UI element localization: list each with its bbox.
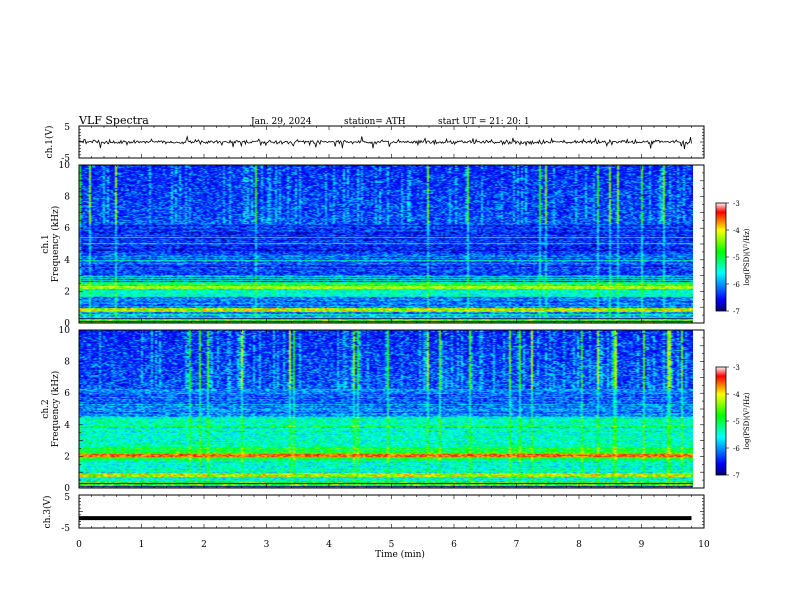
y-tick-label: 6	[64, 389, 70, 399]
ch1-colorbar	[716, 203, 726, 311]
ch1-waveform-panel: 5 -5 ch.1(V)	[44, 123, 705, 164]
colorbar-tick-label: -4	[733, 227, 740, 235]
ch1-spectrogram-channel-label: ch.1	[41, 234, 51, 253]
x-axis-tick-labels: 0 1 2 3 4 5 6 7 8 9 10	[76, 540, 710, 550]
y-tick-label: 4	[64, 256, 70, 266]
figure-title: VLF Spectra	[78, 114, 149, 127]
ch1-ytick-bottom: -5	[61, 154, 70, 164]
x-tick-label: 9	[639, 540, 645, 550]
x-tick-label: 4	[326, 540, 332, 550]
ch1-waveform-ylabel: ch.1(V)	[44, 126, 55, 159]
ch3-waveform-frame	[78, 494, 705, 529]
x-tick-label: 2	[201, 540, 207, 550]
ch1-waveform-frame	[78, 125, 705, 159]
ch1-ytick-top: 5	[64, 123, 70, 133]
x-tick-label: 0	[76, 540, 82, 550]
y-tick-label: 10	[59, 161, 71, 171]
ch2-colorbar-label: log(PSD)(V²/Hz)	[743, 392, 751, 449]
x-axis-label: Time (min)	[375, 549, 425, 560]
colorbar-tick-label: -3	[733, 364, 740, 372]
y-tick-label: 0	[64, 319, 70, 329]
y-tick-label: 2	[64, 287, 70, 297]
colorbar-tick-label: -4	[733, 391, 740, 399]
ch1-spectrogram-ylabel: Frequency (kHz)	[50, 206, 61, 283]
y-tick-label: 8	[64, 193, 70, 203]
date-label: Jan. 29, 2024	[250, 117, 312, 127]
colorbar-tick-label: -5	[733, 418, 740, 426]
ch2-colorbar	[716, 367, 726, 475]
ch3-ytick-bottom: -5	[61, 524, 70, 534]
y-tick-label: 6	[64, 224, 70, 234]
colorbar-tick-label: -7	[733, 308, 740, 316]
x-tick-label: 6	[451, 540, 457, 550]
x-tick-label: 8	[576, 540, 582, 550]
ch2-spectrogram-channel-label: ch.2	[41, 399, 51, 418]
ch1-spectrogram-image	[79, 165, 693, 323]
ch1-waveform-line	[78, 135, 692, 150]
start-time-label: start UT = 21: 20: 1	[438, 117, 530, 127]
ch2-spectrogram-image	[79, 330, 693, 488]
y-tick-label: 0	[64, 484, 70, 494]
colorbar-tick-label: -6	[733, 281, 740, 289]
colorbar-tick-label: -3	[733, 200, 740, 208]
y-tick-label: 8	[64, 358, 70, 368]
x-tick-label: 5	[389, 540, 395, 550]
colorbar-tick-label: -6	[733, 445, 740, 453]
ch3-waveform-ylabel: ch.3(V)	[42, 496, 53, 529]
x-tick-label: 7	[514, 540, 520, 550]
ch3-ytick-top: 5	[64, 493, 70, 503]
x-tick-label: 3	[264, 540, 270, 550]
ch2-spectrogram-ylabel: Frequency (kHz)	[50, 371, 61, 448]
y-tick-label: 2	[64, 452, 70, 462]
y-tick-label: 10	[59, 326, 71, 336]
x-tick-label: 10	[698, 540, 710, 550]
x-tick-label: 1	[139, 540, 145, 550]
colorbar-tick-label: -7	[733, 472, 740, 480]
colorbar-tick-label: -5	[733, 254, 740, 262]
y-tick-label: 4	[64, 421, 70, 431]
ch3-waveform-panel: 5 -5 ch.3(V)	[42, 493, 705, 534]
ch1-colorbar-label: log(PSD)(V²/Hz)	[743, 228, 751, 285]
station-label: station= ATH	[344, 117, 406, 127]
